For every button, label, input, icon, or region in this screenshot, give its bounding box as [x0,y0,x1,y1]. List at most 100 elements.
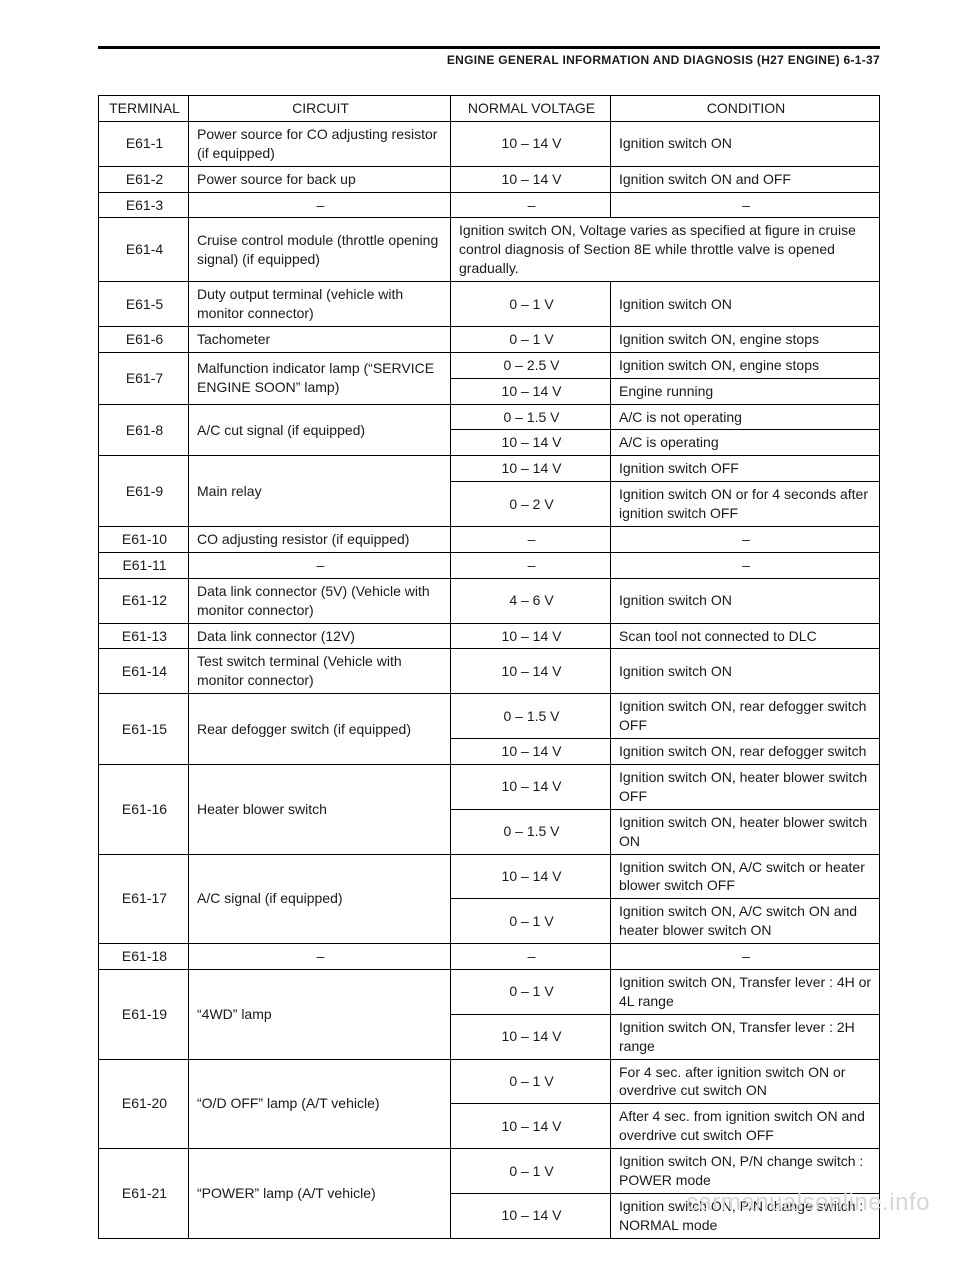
cell-voltage: 10 – 14 V [451,430,611,456]
cell-circuit: – [189,192,451,218]
cell-condition: Ignition switch ON, heater blower switch… [611,809,880,854]
cell-voltage: 10 – 14 V [451,1104,611,1149]
table-row: E61-13 Data link connector (12V) 10 – 14… [99,623,880,649]
cell-voltage: 0 – 1 V [451,326,611,352]
header-rule [98,46,880,49]
cell-terminal: E61-20 [99,1059,189,1149]
cell-terminal: E61-13 [99,623,189,649]
cell-terminal: E61-7 [99,352,189,404]
cell-terminal: E61-12 [99,578,189,623]
cell-condition: Ignition switch ON, A/C switch ON and he… [611,899,880,944]
cell-terminal: E61-5 [99,282,189,327]
cell-voltage: 0 – 1.5 V [451,809,611,854]
cell-terminal: E61-16 [99,764,189,854]
table-row: E61-5 Duty output terminal (vehicle with… [99,282,880,327]
cell-terminal: E61-15 [99,694,189,765]
cell-circuit: Data link connector (5V) (Vehicle with m… [189,578,451,623]
cell-circuit: Heater blower switch [189,764,451,854]
cell-voltage: – [451,552,611,578]
cell-voltage: – [451,527,611,553]
cell-condition: Ignition switch ON, A/C switch or heater… [611,854,880,899]
cell-voltage: 0 – 1 V [451,282,611,327]
cell-voltage: 10 – 14 V [451,764,611,809]
cell-condition: A/C is not operating [611,404,880,430]
cell-circuit: “O/D OFF” lamp (A/T vehicle) [189,1059,451,1149]
cell-condition: – [611,192,880,218]
cell-voltage: 10 – 14 V [451,121,611,166]
cell-terminal: E61-21 [99,1149,189,1239]
cell-voltage: 10 – 14 V [451,649,611,694]
cell-terminal: E61-11 [99,552,189,578]
cell-condition: For 4 sec. after ignition switch ON or o… [611,1059,880,1104]
col-condition: CONDITION [611,96,880,122]
cell-voltage: 0 – 1.5 V [451,694,611,739]
col-terminal: TERMINAL [99,96,189,122]
page-header: ENGINE GENERAL INFORMATION AND DIAGNOSIS… [98,53,880,67]
table-row: E61-14 Test switch terminal (Vehicle wit… [99,649,880,694]
cell-condition: After 4 sec. from ignition switch ON and… [611,1104,880,1149]
cell-condition: Ignition switch ON, rear defogger switch… [611,694,880,739]
table-row: E61-15 Rear defogger switch (if equipped… [99,694,880,739]
cell-circuit: – [189,944,451,970]
cell-voltage: 10 – 14 V [451,456,611,482]
cell-terminal: E61-6 [99,326,189,352]
cell-circuit: Malfunction indicator lamp (“SERVICE ENG… [189,352,451,404]
table-row: E61-2 Power source for back up 10 – 14 V… [99,166,880,192]
cell-condition: Ignition switch ON, heater blower switch… [611,764,880,809]
cell-terminal: E61-4 [99,218,189,282]
cell-circuit: “POWER” lamp (A/T vehicle) [189,1149,451,1239]
cell-circuit: “4WD” lamp [189,969,451,1059]
cell-condition: – [611,552,880,578]
cell-condition: Ignition switch ON [611,121,880,166]
cell-condition: Ignition switch ON, engine stops [611,352,880,378]
table-row: E61-20 “O/D OFF” lamp (A/T vehicle) 0 – … [99,1059,880,1104]
cell-voltage: 10 – 14 V [451,1193,611,1238]
cell-circuit: Power source for CO adjusting resistor (… [189,121,451,166]
cell-terminal: E61-2 [99,166,189,192]
cell-voltage: 10 – 14 V [451,854,611,899]
cell-terminal: E61-18 [99,944,189,970]
cell-circuit: A/C cut signal (if equipped) [189,404,451,456]
table-row: E61-19 “4WD” lamp 0 – 1 V Ignition switc… [99,969,880,1014]
cell-condition: Ignition switch ON [611,649,880,694]
table-row: E61-17 A/C signal (if equipped) 10 – 14 … [99,854,880,899]
cell-voltage: 0 – 1.5 V [451,404,611,430]
cell-terminal: E61-17 [99,854,189,944]
cell-terminal: E61-3 [99,192,189,218]
cell-condition: Engine running [611,378,880,404]
table-row: E61-1 Power source for CO adjusting resi… [99,121,880,166]
table-row: E61-11 – – – [99,552,880,578]
terminal-table: TERMINAL CIRCUIT NORMAL VOLTAGE CONDITIO… [98,95,880,1239]
cell-condition: Scan tool not connected to DLC [611,623,880,649]
table-header-row: TERMINAL CIRCUIT NORMAL VOLTAGE CONDITIO… [99,96,880,122]
cell-circuit: Data link connector (12V) [189,623,451,649]
cell-terminal: E61-19 [99,969,189,1059]
cell-merged: Ignition switch ON, Voltage varies as sp… [451,218,880,282]
cell-voltage: 0 – 1 V [451,1059,611,1104]
cell-terminal: E61-8 [99,404,189,456]
cell-voltage: 10 – 14 V [451,166,611,192]
table-row: E61-21 “POWER” lamp (A/T vehicle) 0 – 1 … [99,1149,880,1194]
table-row: E61-18 – – – [99,944,880,970]
cell-voltage: 4 – 6 V [451,578,611,623]
cell-circuit: A/C signal (if equipped) [189,854,451,944]
cell-condition: – [611,527,880,553]
table-row: E61-16 Heater blower switch 10 – 14 V Ig… [99,764,880,809]
table-row: E61-3 – – – [99,192,880,218]
cell-voltage: 0 – 1 V [451,969,611,1014]
cell-voltage: 0 – 1 V [451,1149,611,1194]
cell-terminal: E61-10 [99,527,189,553]
cell-voltage: 0 – 2 V [451,482,611,527]
table-row: E61-8 A/C cut signal (if equipped) 0 – 1… [99,404,880,430]
table-row: E61-6 Tachometer 0 – 1 V Ignition switch… [99,326,880,352]
cell-condition: Ignition switch ON, P/N change switch : … [611,1149,880,1194]
cell-condition: – [611,944,880,970]
cell-terminal: E61-14 [99,649,189,694]
cell-voltage: 0 – 1 V [451,899,611,944]
cell-circuit: Test switch terminal (Vehicle with monit… [189,649,451,694]
col-circuit: CIRCUIT [189,96,451,122]
cell-voltage: 10 – 14 V [451,1014,611,1059]
cell-condition: Ignition switch ON [611,578,880,623]
cell-condition: Ignition switch ON [611,282,880,327]
table-row: E61-12 Data link connector (5V) (Vehicle… [99,578,880,623]
